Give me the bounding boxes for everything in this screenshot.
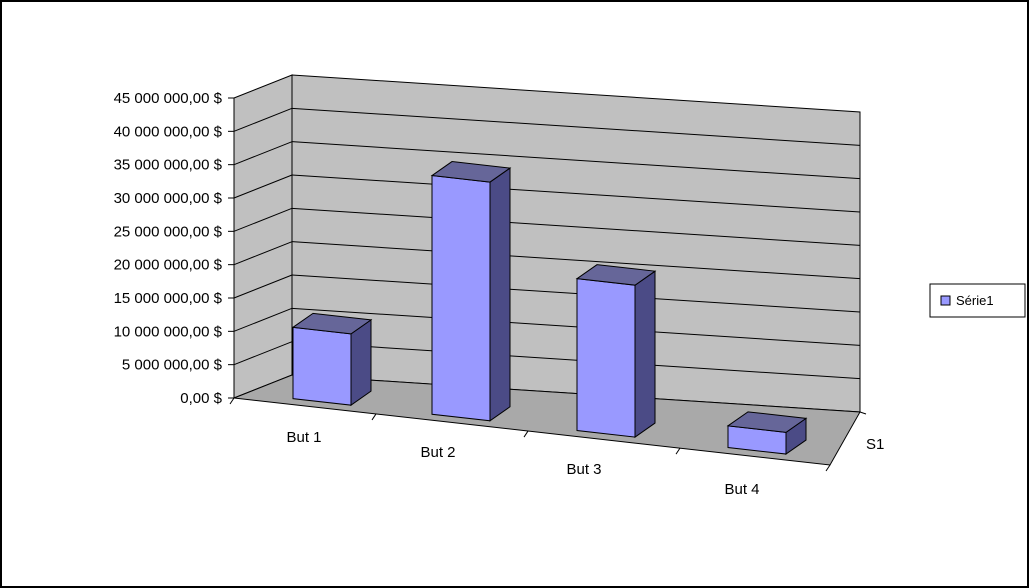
y-tick-label: 15 000 000,00 $ — [114, 290, 223, 307]
gridline — [233, 241, 293, 266]
y-tick-label: 45 000 000,00 $ — [114, 90, 223, 107]
bar-front — [431, 174, 491, 422]
y-tick-label: 20 000 000,00 $ — [114, 257, 223, 274]
gridline — [291, 274, 861, 313]
bar-top — [726, 411, 808, 433]
gridline — [233, 307, 293, 332]
bar-top — [291, 312, 373, 335]
bar-side — [350, 318, 372, 407]
x-tick-label: But 4 — [724, 481, 759, 498]
x-tick-mark — [825, 464, 831, 472]
x-tick-mark — [229, 397, 235, 405]
gridline — [291, 341, 861, 380]
gridline — [291, 174, 861, 213]
bar-front — [576, 278, 636, 438]
depth-tick-mark — [859, 411, 867, 415]
x-tick-mark — [523, 430, 529, 438]
legend-swatch — [940, 295, 951, 306]
gridline — [233, 141, 293, 166]
legend-label: Série1 — [956, 293, 994, 308]
gridlines — [233, 107, 861, 380]
y-axis: 0,00 $ 5 000 000,00 $ 10 000 000,00 $ 15 00… — [114, 90, 235, 407]
y-tick-label: 40 000 000,00 $ — [114, 123, 223, 140]
y-tick-label: 25 000 000,00 $ — [114, 223, 223, 240]
y-tick-label: 35 000 000,00 $ — [114, 157, 223, 174]
depth-axis-label: S1 — [866, 436, 884, 453]
gridline — [291, 107, 861, 146]
y-tick-label: 0,00 $ — [180, 390, 222, 407]
gridline — [291, 207, 861, 246]
legend[interactable]: Série1 — [929, 283, 1026, 318]
x-tick-mark — [371, 413, 377, 421]
x-tick-label: But 1 — [286, 429, 321, 446]
x-axis: But 1 But 2 But 3 But 4 — [229, 397, 867, 498]
bar-side — [489, 167, 511, 422]
back-wall — [291, 74, 861, 413]
gridline — [233, 174, 293, 199]
gridline — [233, 274, 293, 299]
bar-group — [291, 161, 808, 456]
y-tick-label: 10 000 000,00 $ — [114, 323, 223, 340]
x-tick-mark — [675, 447, 681, 455]
bar-top — [430, 161, 512, 183]
gridline — [291, 141, 861, 180]
gridline — [291, 307, 861, 346]
x-tick-label: But 3 — [566, 461, 601, 478]
gridline — [291, 241, 861, 280]
bar-top — [575, 264, 657, 286]
bar-front — [292, 326, 352, 406]
gridline — [233, 107, 293, 132]
gridline — [233, 207, 293, 232]
side-wall — [233, 74, 293, 399]
gridline — [233, 341, 293, 366]
y-tick-label: 5 000 000,00 $ — [122, 357, 223, 374]
y-tick-label: 30 000 000,00 $ — [114, 190, 223, 207]
bar-side — [634, 270, 656, 439]
x-tick-label: But 2 — [420, 444, 455, 461]
